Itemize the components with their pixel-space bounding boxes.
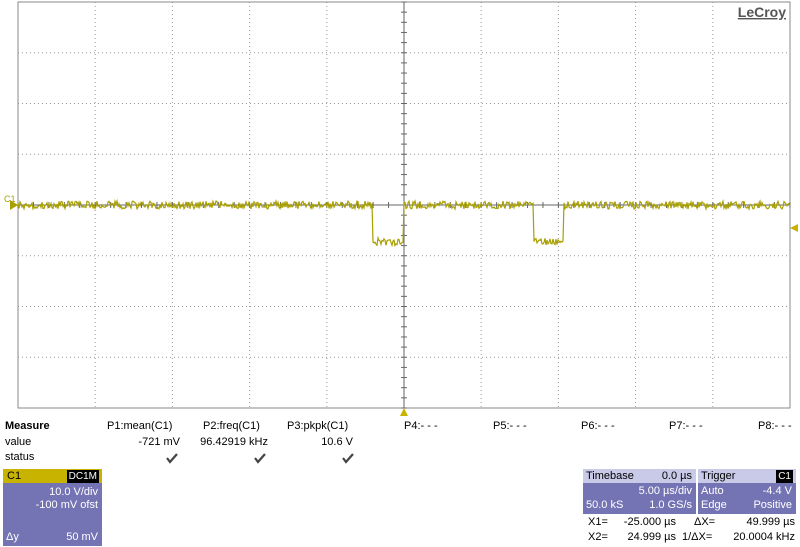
param-value: 10.6 V: [321, 436, 353, 449]
status-checks: [0, 452, 800, 466]
channel-name: C1: [7, 470, 21, 483]
timebase-title: Timebase: [586, 470, 634, 483]
param-header: P6:- - -: [581, 420, 615, 433]
channel-box[interactable]: C1 DC1M 10.0 V/div -100 mV ofst Δy 50 mV: [3, 469, 102, 546]
param-header: P1:mean(C1): [107, 420, 172, 433]
trigger-title: Trigger: [701, 470, 735, 483]
trigger-level-marker: [790, 224, 798, 232]
param-header: P4:- - -: [404, 420, 438, 433]
measure-title: Measure: [5, 420, 50, 433]
delta-value: 50 mV: [66, 531, 98, 544]
param-header: P7:- - -: [669, 420, 703, 433]
check-icon: [167, 454, 177, 462]
param-value: 96.42919 kHz: [200, 436, 268, 449]
trigger-source: C1: [776, 470, 793, 483]
timebase-box[interactable]: Timebase 0.0 µs 5.00 µs/div 50.0 kS 1.0 …: [583, 469, 696, 514]
trigger-level: -4.4 V: [763, 485, 792, 498]
tdiv: 5.00 µs/div: [639, 485, 692, 498]
vdiv: 10.0 V/div: [49, 486, 98, 499]
cursor-label: ΔX=: [694, 516, 715, 529]
cursor-label: X1=: [588, 516, 608, 529]
cursor-label: 1/ΔX=: [682, 531, 712, 544]
param-value: -721 mV: [138, 436, 180, 449]
cursor-value: 24.999 µs: [627, 531, 676, 544]
param-header: P8:- - -: [758, 420, 792, 433]
check-icon: [343, 454, 353, 462]
trigger-time-marker: [400, 408, 408, 416]
trigger-slope: Positive: [753, 499, 792, 512]
cursor-value: 20.0004 kHz: [733, 531, 795, 544]
param-header: P5:- - -: [493, 420, 527, 433]
row-label: value: [5, 436, 31, 449]
cursor-value: 49.999 µs: [746, 516, 795, 529]
cursor-value: -25.000 µs: [624, 516, 676, 529]
scope-screen: C1 LeCroy Measure P1:mean(C1) P2:freq(C1…: [0, 0, 800, 547]
check-icon: [255, 454, 265, 462]
delay: 0.0 µs: [662, 470, 692, 483]
coupling: DC1M: [67, 470, 99, 483]
channel-marker: C1: [4, 194, 16, 204]
cursor-label: X2=: [588, 531, 608, 544]
trigger-type: Edge: [701, 499, 727, 512]
param-header: P2:freq(C1): [203, 420, 260, 433]
trigger-box[interactable]: Trigger C1 Auto -4.4 V Edge Positive: [698, 469, 796, 514]
trigger-mode: Auto: [701, 485, 724, 498]
samples: 50.0 kS: [586, 499, 623, 512]
graticule: C1 LeCroy: [0, 0, 800, 420]
rate: 1.0 GS/s: [649, 499, 692, 512]
param-header: P3:pkpk(C1): [287, 420, 348, 433]
delta-label: Δy: [6, 531, 19, 544]
logo: LeCroy: [738, 4, 786, 20]
offset: -100 mV ofst: [36, 499, 98, 512]
